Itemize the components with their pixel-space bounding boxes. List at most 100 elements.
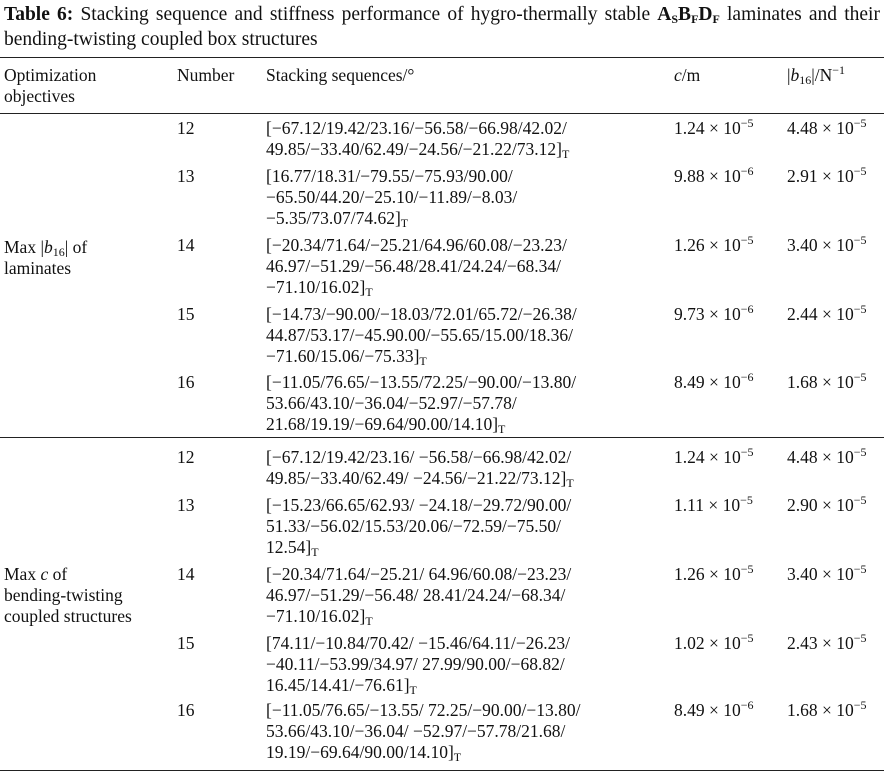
sequence-text: 53.66/43.10/−36.04/ −52.97/−57.78/21.68/ bbox=[266, 721, 566, 741]
b16-mantissa: 2.90 × 10 bbox=[787, 495, 854, 515]
sequence-subscript: T bbox=[498, 422, 506, 436]
b16-value: 4.48 × 10−5 bbox=[787, 116, 867, 139]
b16-mantissa: 2.44 × 10 bbox=[787, 304, 854, 324]
sequence-text: 53.66/43.10/−36.04/−52.97/−57.78/ bbox=[266, 393, 517, 413]
b16-mantissa: 4.48 × 10 bbox=[787, 118, 854, 138]
objective-line2: laminates bbox=[4, 258, 72, 278]
b16-value: 2.90 × 10−5 bbox=[787, 494, 867, 516]
b16-value: 2.43 × 10−5 bbox=[787, 631, 867, 654]
sequence-text: [−20.34/71.64/−25.21/64.96/60.08/−23.23/ bbox=[266, 235, 567, 255]
sequence-line: 46.97/−51.29/−56.48/28.41/24.24/−68.34/ bbox=[266, 256, 567, 277]
c-exponent: −5 bbox=[740, 631, 754, 645]
table-bottom-rule bbox=[0, 770, 884, 771]
c-mantissa: 8.49 × 10 bbox=[674, 372, 741, 392]
c-mantissa: 1.02 × 10 bbox=[674, 633, 741, 653]
b16-mantissa: 3.40 × 10 bbox=[787, 564, 854, 584]
b16-exponent: −5 bbox=[853, 233, 867, 247]
sequence-line: [−15.23/66.65/62.93/ −24.18/−29.72/90.00… bbox=[266, 495, 571, 516]
sequence-text: 46.97/−51.29/−56.48/ 28.41/24.24/−68.34/ bbox=[266, 585, 566, 605]
objective-max-c: Max c of bending-twisting coupled struct… bbox=[4, 564, 132, 627]
c-value: 8.49 × 10−6 bbox=[674, 699, 754, 721]
c-mantissa: 1.26 × 10 bbox=[674, 564, 741, 584]
obj-var: b bbox=[43, 237, 53, 257]
stacking-sequence: [−11.05/76.65/−13.55/72.25/−90.00/−13.80… bbox=[266, 372, 576, 435]
b16-exponent: −5 bbox=[853, 164, 867, 178]
sequence-text: [−67.12/19.42/23.16/ −56.58/−66.98/42.02… bbox=[266, 447, 572, 467]
header-objective-line1: Optimization bbox=[4, 65, 97, 85]
row-number: 13 bbox=[177, 166, 195, 186]
row-number: 15 bbox=[177, 304, 195, 324]
c-exponent: −5 bbox=[740, 562, 754, 576]
b16-exponent: −5 bbox=[853, 445, 867, 459]
obj-sub: 16 bbox=[52, 245, 65, 259]
obj-post: of bbox=[48, 564, 68, 584]
table-top-rule bbox=[0, 57, 884, 58]
objective-line1: Max |b16| of bbox=[4, 237, 87, 258]
b16-value: 3.40 × 10−5 bbox=[787, 563, 867, 585]
group-divider-rule bbox=[0, 437, 884, 438]
sequence-line: 53.66/43.10/−36.04/ −52.97/−57.78/21.68/ bbox=[266, 721, 580, 742]
sequence-line: 49.85/−33.40/62.49/−24.56/−21.22/73.12]T bbox=[266, 139, 569, 160]
b16-value: 2.44 × 10−5 bbox=[787, 303, 867, 325]
sequence-text: −5.35/73.07/74.62] bbox=[266, 208, 401, 228]
code-d-sub: F bbox=[712, 12, 720, 26]
table-caption: Table 6: Stacking sequence and stiffness… bbox=[4, 2, 880, 52]
sequence-line: −40.11/−53.99/34.97/ 27.99/90.00/−68.82/ bbox=[266, 654, 570, 675]
c-value: 1.26 × 10−5 bbox=[674, 234, 754, 256]
row-number: 14 bbox=[177, 235, 195, 255]
sequence-subscript: T bbox=[566, 476, 574, 490]
sequence-text: 46.97/−51.29/−56.48/28.41/24.24/−68.34/ bbox=[266, 256, 562, 276]
stacking-sequence: [−14.73/−90.00/−18.03/72.01/65.72/−26.38… bbox=[266, 304, 577, 367]
code-a-sub: S bbox=[671, 12, 679, 26]
sequence-line: 16.45/14.41/−76.61]T bbox=[266, 675, 570, 696]
sequence-line: 46.97/−51.29/−56.48/ 28.41/24.24/−68.34/ bbox=[266, 585, 571, 606]
sequence-line: [74.11/−10.84/70.42/ −15.46/64.11/−26.23… bbox=[266, 633, 570, 654]
header-c: c/m bbox=[674, 65, 700, 86]
sequence-text: 19.19/−69.64/90.00/14.10] bbox=[266, 742, 454, 762]
c-exponent: −5 bbox=[740, 116, 754, 130]
c-value: 1.02 × 10−5 bbox=[674, 631, 754, 654]
sequence-text: [−11.05/76.65/−13.55/ 72.25/−90.00/−13.8… bbox=[266, 700, 581, 720]
sequence-line: [−20.34/71.64/−25.21/ 64.96/60.08/−23.23… bbox=[266, 564, 571, 585]
header-b-exp: −1 bbox=[832, 63, 846, 77]
b16-exponent: −5 bbox=[853, 116, 867, 130]
obj-var: c bbox=[40, 564, 49, 584]
sequence-text: [−67.12/19.42/23.16/−56.58/−66.98/42.02/ bbox=[266, 118, 567, 138]
header-b-pre: | bbox=[787, 65, 791, 85]
objective-line3: coupled structures bbox=[4, 606, 132, 626]
objective-max-b16: Max |b16| of laminates bbox=[4, 237, 87, 279]
c-value: 1.26 × 10−5 bbox=[674, 562, 754, 585]
sequence-subscript: T bbox=[419, 354, 427, 368]
sequence-line: −71.60/15.06/−75.33]T bbox=[266, 346, 577, 367]
b16-exponent: −5 bbox=[853, 698, 867, 712]
sequence-line: 21.68/19.19/−69.64/90.00/14.10]T bbox=[266, 414, 576, 435]
b16-value: 4.48 × 10−5 bbox=[787, 445, 867, 468]
header-b-post: |/N bbox=[811, 65, 833, 85]
c-mantissa: 1.11 × 10 bbox=[674, 495, 741, 515]
sequence-line: [−67.12/19.42/23.16/ −56.58/−66.98/42.02… bbox=[266, 447, 574, 468]
header-b-sub: 16 bbox=[799, 73, 812, 87]
sequence-text: [16.77/18.31/−79.55/−75.93/90.00/ bbox=[266, 166, 513, 186]
obj-pre: Max | bbox=[4, 237, 44, 257]
b16-exponent: −5 bbox=[853, 631, 867, 645]
sequence-line: [−14.73/−90.00/−18.03/72.01/65.72/−26.38… bbox=[266, 304, 577, 325]
row-number: 14 bbox=[177, 564, 195, 584]
b16-mantissa: 1.68 × 10 bbox=[787, 372, 854, 392]
sequence-line: [−67.12/19.42/23.16/−56.58/−66.98/42.02/ bbox=[266, 118, 569, 139]
c-exponent: −6 bbox=[740, 370, 754, 384]
caption-text-after: laminates and their bending-twisting cou… bbox=[4, 4, 880, 50]
sequence-line: 53.66/43.10/−36.04/−52.97/−57.78/ bbox=[266, 393, 576, 414]
sequence-text: −65.50/44.20/−25.10/−11.89/−8.03/ bbox=[266, 187, 518, 207]
row-number: 12 bbox=[177, 118, 195, 138]
sequence-text: [−15.23/66.65/62.93/ −24.18/−29.72/90.00… bbox=[266, 495, 572, 515]
c-value: 1.11 × 10−5 bbox=[674, 494, 753, 516]
code-b: B bbox=[678, 4, 692, 25]
header-c-var: c bbox=[674, 65, 682, 85]
caption-text-before: Stacking sequence and stiffness performa… bbox=[73, 4, 658, 25]
c-exponent: −6 bbox=[740, 302, 754, 316]
c-value: 9.73 × 10−6 bbox=[674, 302, 754, 325]
sequence-text: [−11.05/76.65/−13.55/72.25/−90.00/−13.80… bbox=[266, 372, 577, 392]
sequence-text: 12.54] bbox=[266, 537, 312, 557]
b16-mantissa: 2.91 × 10 bbox=[787, 166, 854, 186]
c-mantissa: 9.73 × 10 bbox=[674, 304, 741, 324]
